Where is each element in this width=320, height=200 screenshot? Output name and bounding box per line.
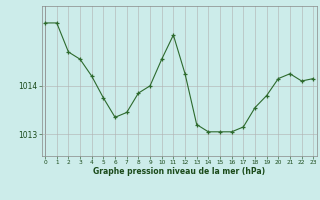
X-axis label: Graphe pression niveau de la mer (hPa): Graphe pression niveau de la mer (hPa) — [93, 167, 265, 176]
